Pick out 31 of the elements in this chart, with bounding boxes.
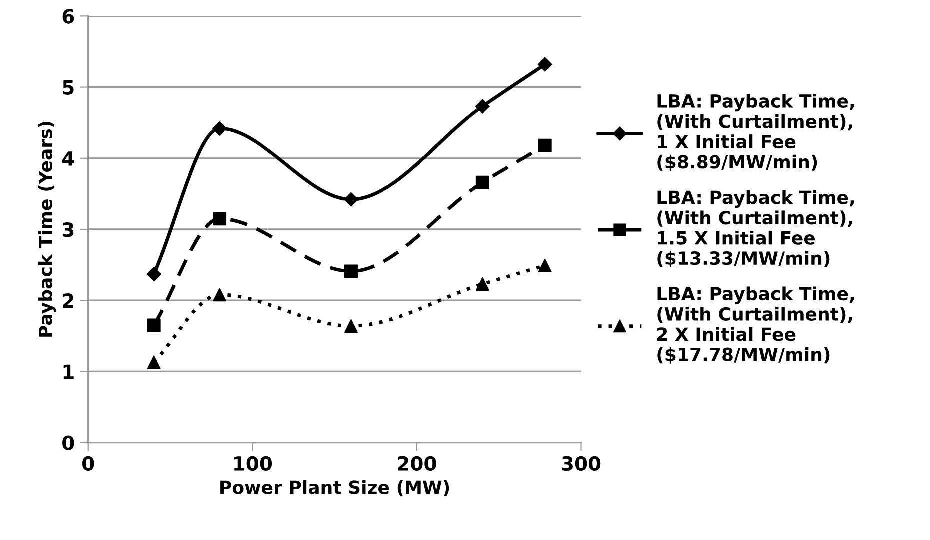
- y-tick-label: 6: [62, 9, 74, 24]
- y-axis-title: Payback Time (Years): [38, 122, 56, 337]
- point: [476, 277, 490, 291]
- point: [213, 212, 227, 226]
- point: [476, 176, 490, 190]
- point: [538, 57, 552, 72]
- point: [147, 356, 161, 370]
- x-tick-label: 300: [562, 456, 601, 472]
- y-tick-label: 4: [62, 152, 74, 166]
- point: [213, 288, 227, 302]
- legend-label: LBA: Payback Time, (With Curtailment), 1.5 X Initial Fee ($13.33/MW/min): [658, 190, 854, 268]
- point: [147, 318, 161, 332]
- x-tick-label: 100: [234, 456, 272, 472]
- point: [538, 138, 552, 152]
- y-tick-label: 0: [62, 436, 74, 450]
- y-tick-label: 1: [64, 364, 74, 380]
- point: [344, 319, 358, 333]
- y-tick-label: 5: [63, 80, 74, 95]
- point: [344, 192, 358, 207]
- y-tick-label: 3: [62, 222, 74, 238]
- point: [212, 121, 228, 136]
- x-axis-title: Power Plant Size (MW): [220, 480, 450, 496]
- y-tick-label: 2: [63, 294, 74, 308]
- point: [344, 264, 358, 278]
- x-tick-label: 200: [398, 456, 436, 472]
- point: [475, 99, 490, 114]
- x-tick-label: 0: [82, 456, 94, 472]
- point: [538, 259, 552, 273]
- legend-label: LBA: Payback Time, (With Curtailment), 1 X Initial Fee ($8.89/MW/min): [658, 94, 854, 172]
- point: [146, 267, 162, 282]
- legend-label: LBA: Payback Time, (With Curtailment), 2 X Initial Fee ($17.78/MW/min): [658, 286, 854, 364]
